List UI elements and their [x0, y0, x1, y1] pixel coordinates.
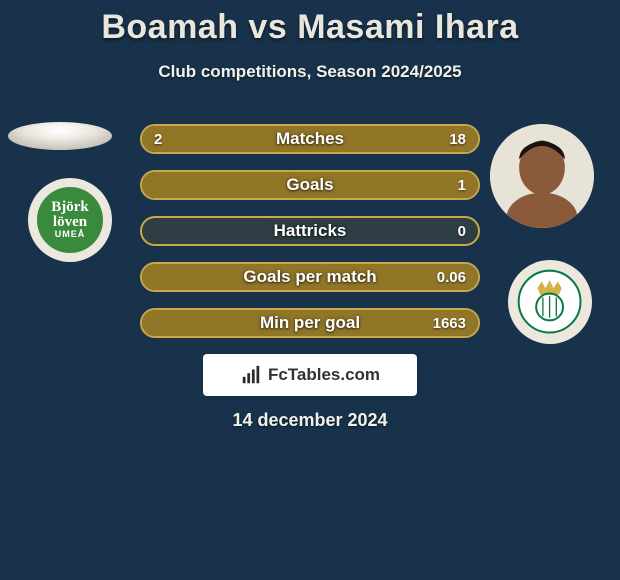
- brand-box: FcTables.com: [203, 354, 417, 396]
- player-right-avatar: [490, 124, 594, 228]
- stat-value-right: 0.06: [437, 269, 466, 286]
- subtitle: Club competitions, Season 2024/2025: [0, 62, 620, 82]
- club-left-crest: Björk löven UMEÅ: [28, 178, 112, 262]
- stat-value-right: 18: [449, 131, 466, 148]
- page-title: Boamah vs Masami Ihara: [0, 8, 620, 47]
- stat-value-right: 0: [458, 223, 466, 240]
- crest-left-line-0: Björk: [51, 200, 89, 215]
- stat-value-right: 1663: [433, 315, 466, 332]
- crest-left-line-2: UMEÅ: [55, 230, 86, 239]
- stat-value-left: 2: [154, 131, 162, 148]
- player-left-avatar: [8, 122, 112, 150]
- player-face-icon: [490, 124, 594, 228]
- stat-label: Hattricks: [142, 221, 478, 241]
- stat-bar: Hattricks0: [140, 216, 480, 246]
- stat-label: Matches: [142, 129, 478, 149]
- comparison-infographic: Boamah vs Masami Ihara Club competitions…: [0, 0, 620, 580]
- brand-text: FcTables.com: [268, 365, 380, 385]
- club-right-crest-icon: [516, 268, 583, 335]
- stat-label: Min per goal: [142, 313, 478, 333]
- stat-bar: Min per goal1663: [140, 308, 480, 338]
- stat-bar: Goals per match0.06: [140, 262, 480, 292]
- stat-label: Goals per match: [142, 267, 478, 287]
- crest-left-line-1: löven: [53, 215, 87, 230]
- club-right-crest: [508, 260, 592, 344]
- bar-chart-icon: [240, 364, 262, 386]
- stat-value-right: 1: [458, 177, 466, 194]
- stat-bar: Matches2 18: [140, 124, 480, 154]
- date-text: 14 december 2024: [0, 410, 620, 431]
- stat-label: Goals: [142, 175, 478, 195]
- stat-bar: Goals1: [140, 170, 480, 200]
